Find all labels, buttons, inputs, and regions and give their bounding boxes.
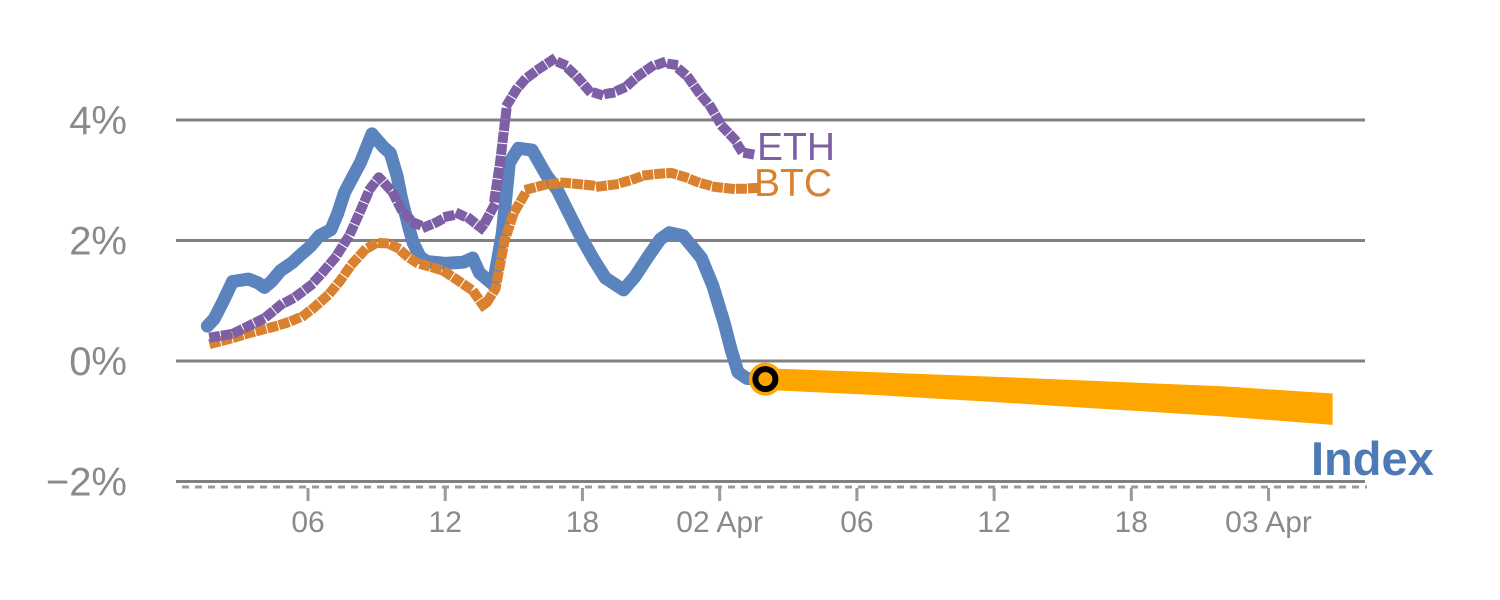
- y-tick-label: 0%: [69, 340, 127, 384]
- y-tick-label: 4%: [69, 99, 127, 143]
- eth-series-label: ETH: [757, 126, 835, 169]
- gridlines-group: 4% 2% 0% −2%: [46, 99, 1365, 505]
- x-tick-label: 12: [977, 506, 1010, 539]
- x-tick-label: 03 Apr: [1225, 506, 1312, 539]
- btc-series-label: BTC: [754, 162, 832, 205]
- x-tick-label: 06: [840, 506, 873, 539]
- x-tick-label: 18: [1115, 506, 1148, 539]
- btc-line: [208, 168, 760, 350]
- index-forecast-band: [765, 368, 1333, 425]
- x-tick-label: 18: [566, 506, 599, 539]
- x-tick-label: 12: [429, 506, 462, 539]
- current-value-marker-ring: [752, 366, 779, 393]
- x-tick-label: 02 Apr: [676, 506, 763, 539]
- index-line: [200, 127, 772, 386]
- eth-line: [208, 54, 763, 343]
- series-group: [200, 54, 1333, 425]
- y-tick-label: −2%: [46, 461, 127, 505]
- x-tick-label: 06: [291, 506, 324, 539]
- x-axis-group: 06 12 18 02 Apr 06 12 18 03 Apr: [182, 485, 1367, 539]
- index-series-label: Index: [1311, 432, 1434, 485]
- y-tick-label: 2%: [69, 220, 127, 264]
